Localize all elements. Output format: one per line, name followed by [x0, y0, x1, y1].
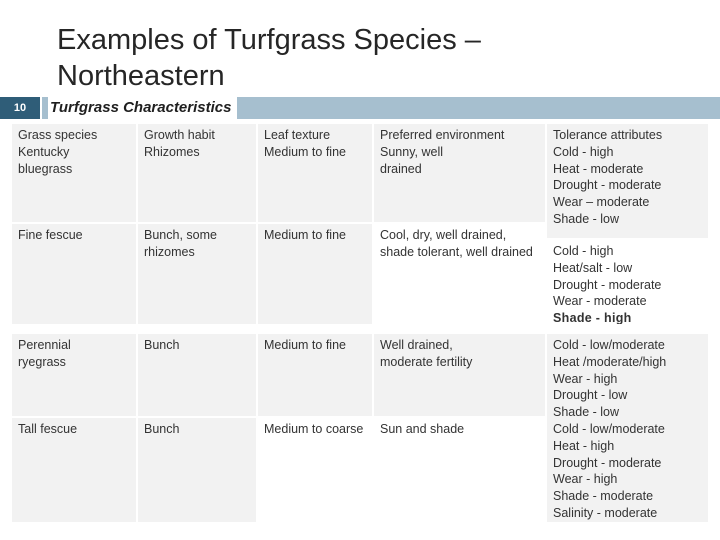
fine-fescue-species-cell: Fine fescue: [12, 224, 136, 324]
growth-line: Rhizomes: [144, 144, 200, 159]
tolerance-line: Cold - high: [553, 244, 614, 258]
tall-fescue-tolerance-cell: Cold - low/moderate Heat - high Drought …: [547, 418, 708, 522]
header-cell-species: Grass species Kentucky bluegrass: [12, 124, 136, 222]
tall-fescue-species-cell: Tall fescue: [12, 418, 136, 522]
environment-line: Well drained,: [380, 338, 453, 352]
tolerance-line: Wear - high: [553, 371, 618, 386]
tolerance-line: Wear - high: [553, 472, 618, 487]
slide-number: 10: [0, 97, 40, 119]
header-tolerance: Tolerance attributes: [553, 128, 663, 142]
tolerance-line: Cold - low/moderate: [553, 422, 665, 436]
species-line: Tall fescue: [18, 422, 78, 436]
species-line: Perennial: [18, 338, 71, 352]
fine-fescue-texture-cell: Medium to fine: [258, 224, 372, 324]
environment-line: moderate fertility: [380, 354, 473, 369]
fine-fescue-tolerance-cell: Cold - high Heat/salt - low Drought - mo…: [547, 240, 708, 324]
tolerance-line: Heat - moderate: [553, 161, 644, 176]
fine-fescue-environment-cell: Cool, dry, well drained, shade tolerant,…: [374, 224, 556, 324]
perennial-ryegrass-species-cell: Perennial ryegrass: [12, 334, 136, 416]
header-species: Grass species: [18, 128, 98, 142]
slide-title-line-1: Examples of Turfgrass Species –: [57, 24, 481, 56]
tolerance-line: Shade - high: [553, 311, 632, 324]
texture-line: Medium to coarse: [264, 422, 364, 436]
tolerance-line: Salinity - moderate: [553, 505, 658, 520]
environment-line: shade tolerant, well drained: [380, 244, 533, 259]
tolerance-line: Shade - low: [553, 405, 620, 418]
header-cell-tolerance: Tolerance attributes Cold - high Heat - …: [547, 124, 708, 238]
species-line: Fine fescue: [18, 228, 83, 242]
tolerance-line: Heat - high: [553, 438, 615, 453]
turfgrass-table: Grass species Kentucky bluegrass Growth …: [12, 124, 708, 524]
perennial-ryegrass-texture-cell: Medium to fine: [258, 334, 372, 416]
texture-line: Medium to fine: [264, 144, 346, 159]
tolerance-line: Wear - moderate: [553, 294, 647, 309]
tolerance-line: Cold - high: [553, 144, 614, 159]
tolerance-line: Cold - low/moderate: [553, 338, 665, 352]
growth-line: Bunch: [144, 338, 180, 352]
tolerance-line: Drought - low: [553, 388, 628, 403]
environment-line: drained: [380, 161, 422, 176]
perennial-ryegrass-tolerance-cell: Cold - low/moderate Heat /moderate/high …: [547, 334, 708, 418]
header-environment: Preferred environment: [380, 128, 505, 142]
tolerance-line: Wear – moderate: [553, 195, 650, 210]
growth-line: Bunch: [144, 422, 180, 436]
tolerance-line: Shade - low: [553, 211, 620, 226]
tolerance-line: Drought - moderate: [553, 455, 662, 470]
tolerance-line: Drought - moderate: [553, 178, 662, 193]
tolerance-line: Shade - moderate: [553, 489, 654, 504]
tall-fescue-growth-cell: Bunch: [138, 418, 256, 522]
slide-title: Examples of Turfgrass Species – Northeas…: [57, 22, 657, 94]
header-growth: Growth habit: [144, 128, 215, 142]
header-cell-growth: Growth habit Rhizomes: [138, 124, 256, 222]
tolerance-line: Drought - moderate: [553, 277, 662, 292]
fine-fescue-growth-cell: Bunch, some rhizomes: [138, 224, 256, 324]
species-line: Kentucky: [18, 144, 70, 159]
slide-title-line-2: Northeastern: [57, 60, 225, 92]
header-cell-texture: Leaf texture Medium to fine: [258, 124, 372, 222]
perennial-ryegrass-environment-cell: Well drained, moderate fertility: [374, 334, 545, 416]
perennial-ryegrass-growth-cell: Bunch: [138, 334, 256, 416]
tolerance-line: Heat /moderate/high: [553, 354, 667, 369]
texture-line: Medium to fine: [264, 338, 346, 352]
growth-line: Bunch, some: [144, 228, 217, 242]
header-cell-environment: Preferred environment Sunny, well draine…: [374, 124, 545, 222]
slide-subtitle: Turfgrass Characteristics: [48, 97, 238, 119]
species-line: bluegrass: [18, 161, 73, 176]
growth-line: rhizomes: [144, 244, 195, 259]
tall-fescue-environment-cell: Sun and shade: [374, 418, 545, 522]
tall-fescue-texture-cell: Medium to coarse: [258, 418, 382, 522]
environment-line: Sunny, well: [380, 144, 443, 159]
header-texture: Leaf texture: [264, 128, 331, 142]
texture-line: Medium to fine: [264, 228, 346, 242]
environment-line: Sun and shade: [380, 422, 465, 436]
environment-line: Cool, dry, well drained,: [380, 228, 507, 242]
tolerance-line: Heat/salt - low: [553, 260, 633, 275]
species-line: ryegrass: [18, 354, 66, 369]
